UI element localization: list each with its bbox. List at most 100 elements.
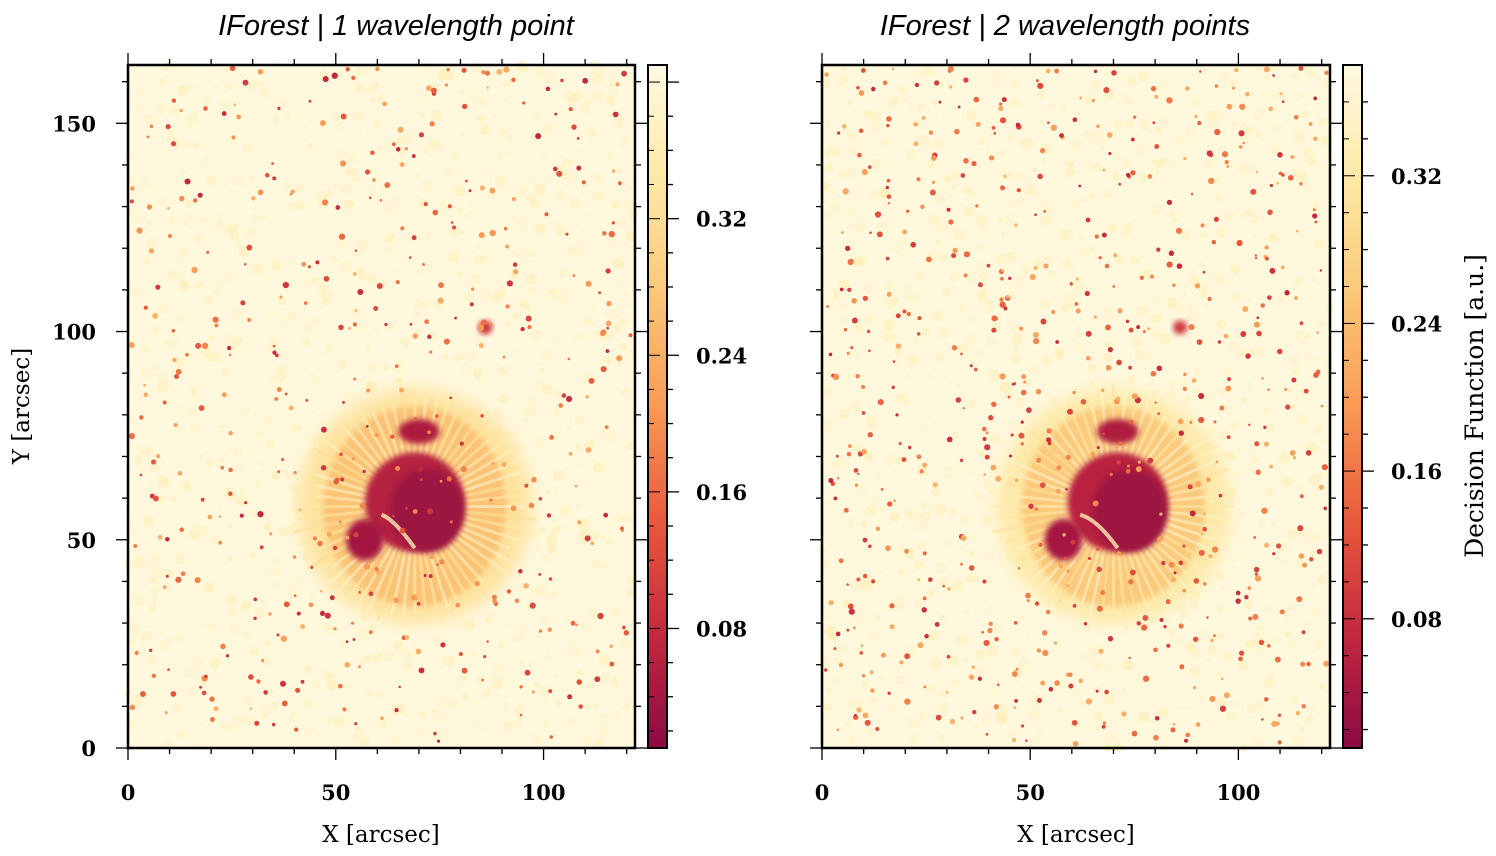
granule <box>431 708 438 714</box>
granule <box>393 640 403 651</box>
bright-point <box>836 476 840 480</box>
granule <box>438 143 446 151</box>
granule <box>404 344 409 349</box>
granule <box>290 709 298 717</box>
granule <box>590 303 596 309</box>
bright-point <box>200 497 205 502</box>
granule <box>839 215 845 220</box>
bright-point <box>843 327 848 332</box>
bright-point <box>340 113 347 120</box>
bright-point <box>982 437 987 441</box>
bright-point <box>1103 86 1110 94</box>
bright-point <box>305 398 309 402</box>
bright-point <box>609 644 613 649</box>
granule <box>179 280 190 292</box>
bright-point <box>308 99 312 103</box>
granule <box>1069 687 1079 697</box>
bright-point <box>404 635 410 640</box>
granule <box>1036 732 1044 740</box>
granule <box>1264 75 1270 81</box>
bright-point <box>1128 365 1133 370</box>
bright-point <box>130 186 135 191</box>
pore <box>1173 320 1188 335</box>
bright-point <box>277 106 281 111</box>
granule <box>286 260 292 266</box>
bright-point <box>164 711 168 715</box>
bright-point <box>479 185 486 191</box>
bright-point <box>303 301 308 305</box>
granule <box>511 311 521 321</box>
bright-point <box>263 690 268 695</box>
bright-point <box>134 650 139 655</box>
bright-point <box>251 195 256 201</box>
granule <box>432 635 442 645</box>
granule <box>562 157 573 168</box>
bright-point <box>1284 388 1287 391</box>
bright-point <box>862 537 868 543</box>
bright-point <box>1213 216 1219 222</box>
granule <box>277 526 288 537</box>
granule <box>1126 280 1131 285</box>
granule <box>1270 636 1279 645</box>
bright-point <box>558 403 564 408</box>
granule <box>400 336 410 346</box>
granule <box>552 468 565 481</box>
bright-point <box>975 121 981 127</box>
granule <box>1075 325 1080 330</box>
granule <box>396 136 406 145</box>
granule <box>148 577 155 584</box>
bright-point <box>1182 544 1186 548</box>
granule <box>861 681 869 690</box>
bright-point <box>947 65 954 73</box>
granule <box>1158 707 1169 718</box>
bright-point <box>605 349 610 353</box>
bright-point <box>308 602 314 608</box>
bright-point <box>612 111 619 118</box>
granule <box>1264 488 1275 498</box>
bright-point <box>133 543 138 549</box>
granule <box>175 356 186 368</box>
bright-point <box>149 648 153 653</box>
bright-point <box>828 600 834 606</box>
bright-point <box>368 630 373 635</box>
bright-point <box>1008 454 1012 458</box>
bright-point <box>358 665 361 669</box>
bright-point <box>1192 686 1197 690</box>
bright-point <box>560 78 564 83</box>
granule <box>449 227 460 238</box>
bright-point <box>949 718 956 725</box>
bright-point <box>1248 616 1253 621</box>
bright-point <box>1171 577 1177 583</box>
granule <box>544 73 556 85</box>
granule <box>227 201 235 209</box>
granule <box>980 260 989 269</box>
bright-point <box>376 570 382 576</box>
granule <box>259 88 271 99</box>
granule <box>185 199 194 208</box>
bright-point <box>977 282 983 288</box>
bright-point <box>991 315 998 322</box>
granule <box>168 215 178 225</box>
granule <box>209 657 221 669</box>
granule <box>1111 172 1121 182</box>
bright-point <box>294 727 299 732</box>
granule <box>1199 629 1204 634</box>
granule <box>878 675 886 682</box>
bright-point <box>337 683 343 689</box>
granule <box>1286 604 1293 611</box>
bright-point <box>538 572 542 576</box>
granule <box>553 163 566 176</box>
granule <box>565 425 571 431</box>
granule <box>1035 90 1046 100</box>
granule <box>468 200 473 205</box>
granule <box>607 236 618 247</box>
penumbral-filament <box>1020 452 1079 487</box>
bright-point <box>1219 705 1227 712</box>
granule <box>855 222 866 232</box>
granule <box>1311 201 1321 211</box>
bright-point <box>1040 680 1046 686</box>
granule <box>947 656 959 668</box>
granule <box>558 430 563 435</box>
bright-point <box>1176 263 1183 269</box>
granule <box>1156 126 1163 133</box>
